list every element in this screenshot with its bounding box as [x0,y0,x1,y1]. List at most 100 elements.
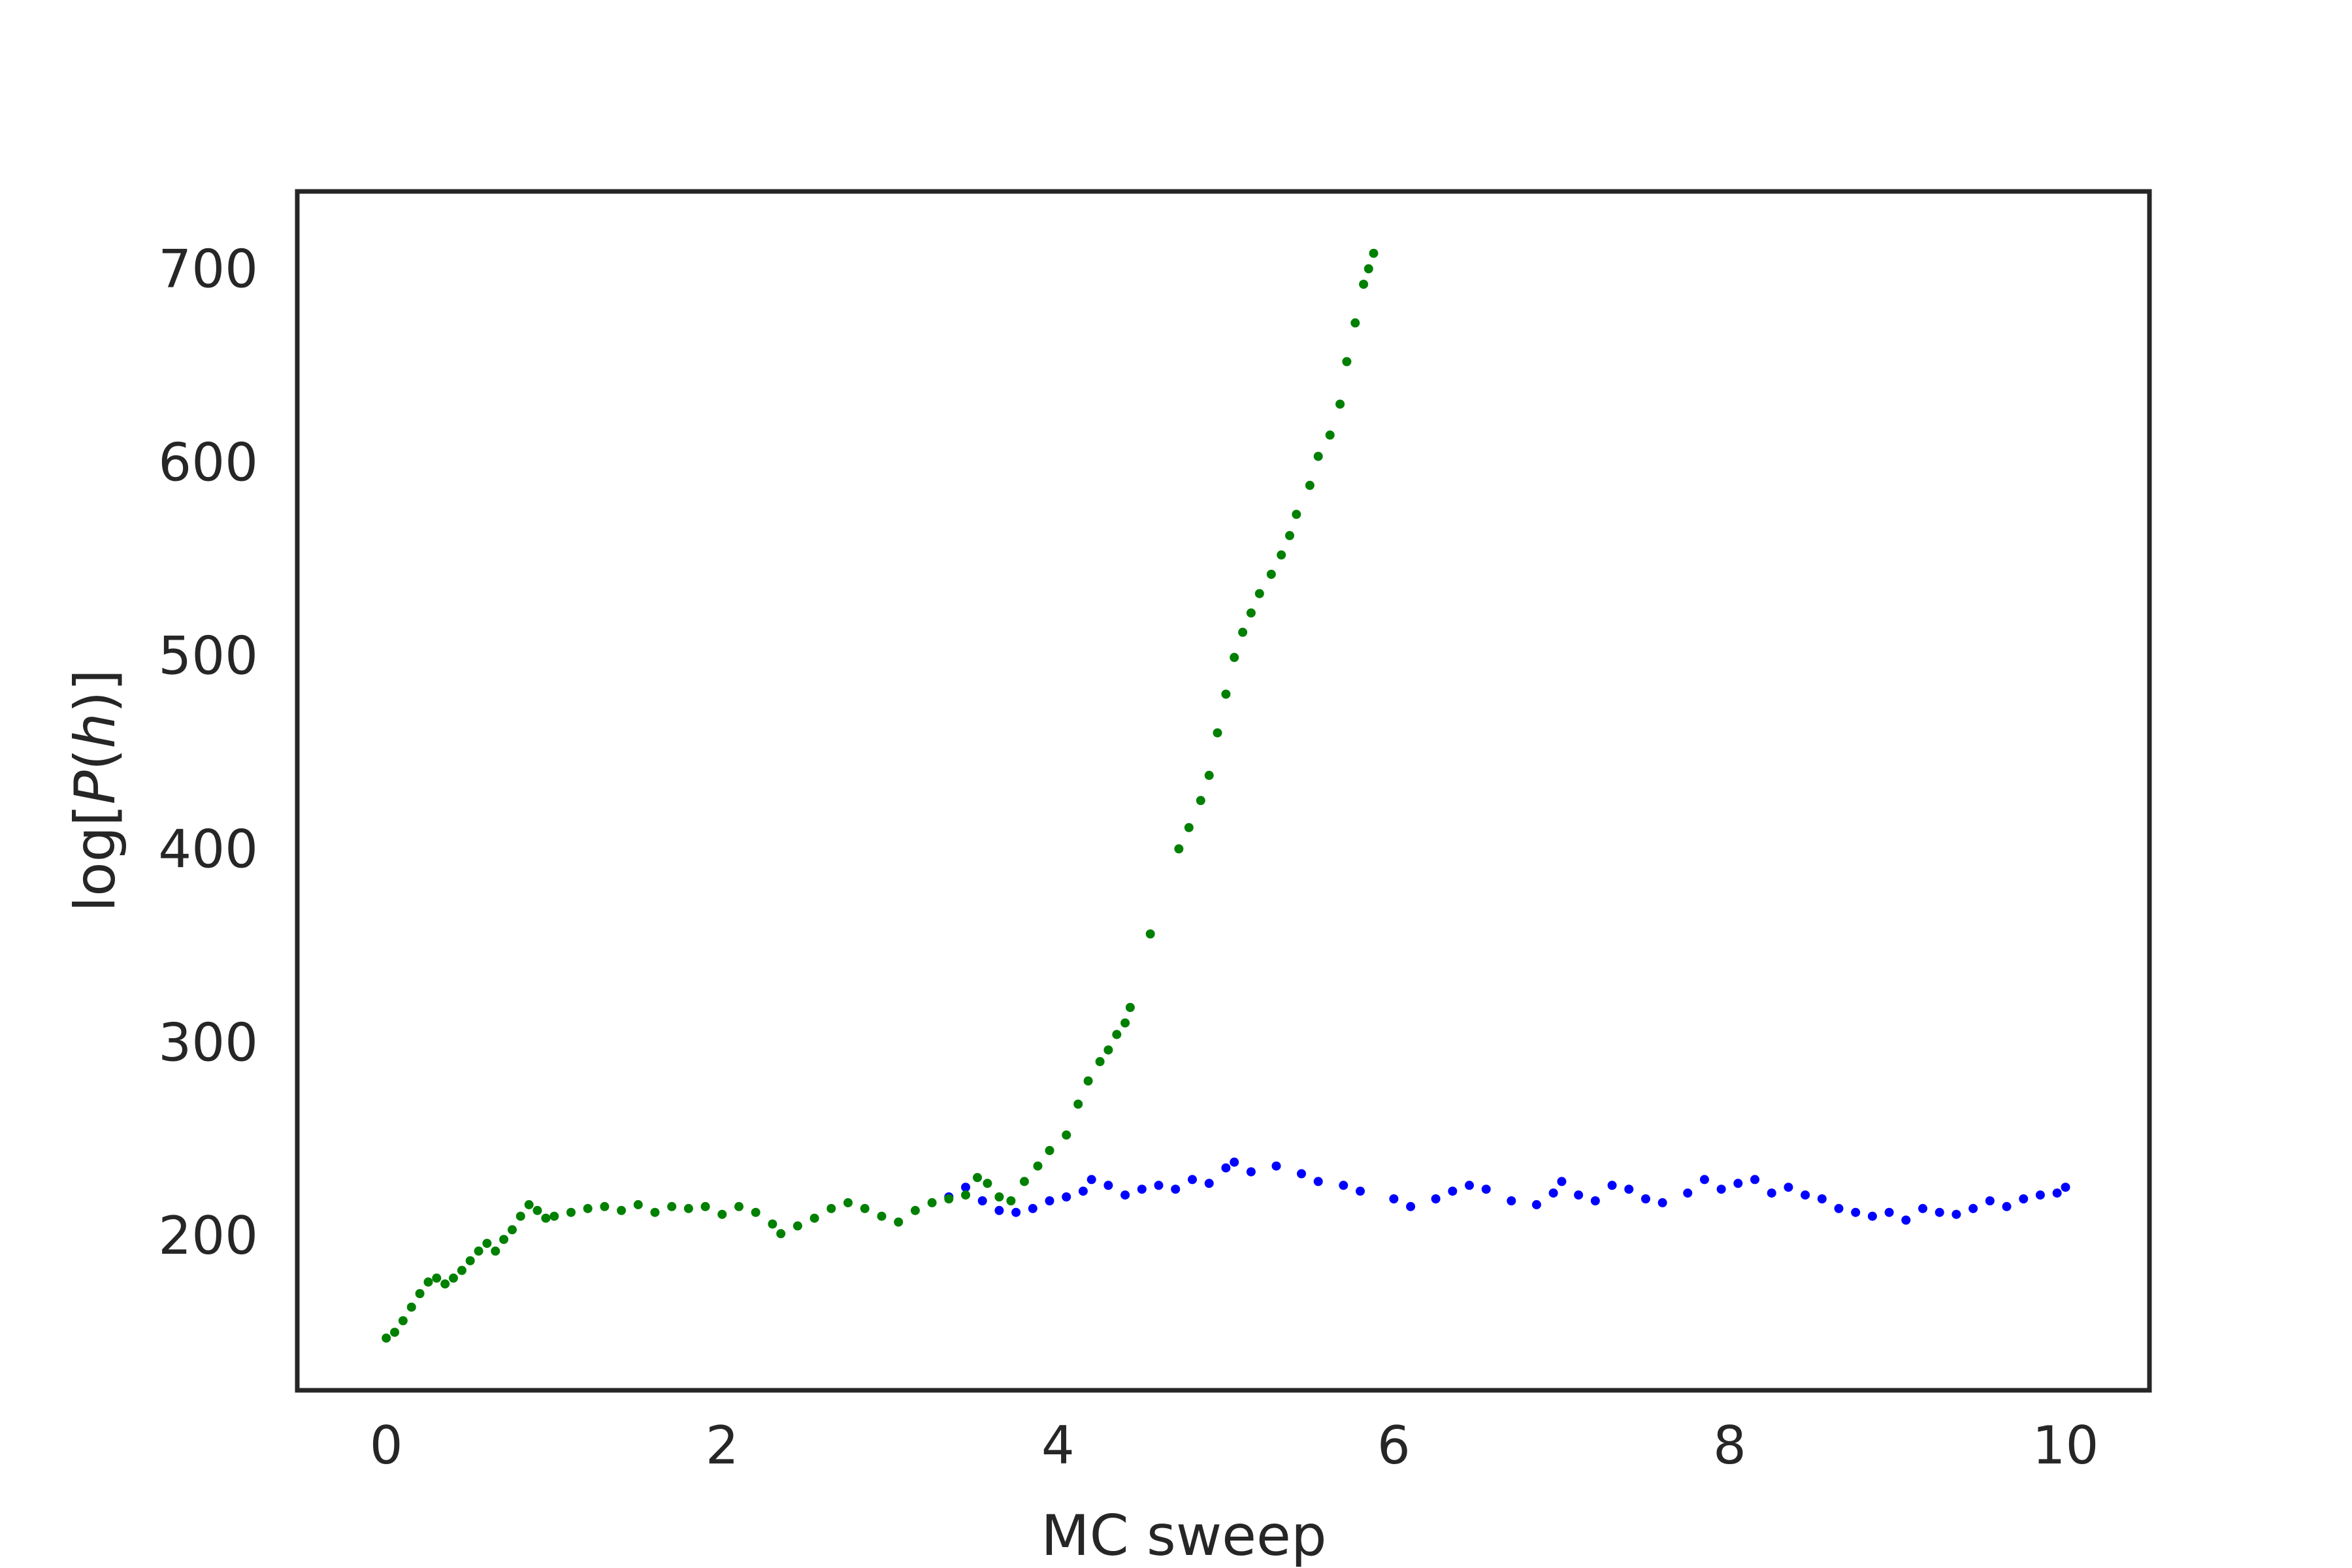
data-point [961,1183,970,1192]
data-point [1624,1184,1634,1194]
data-point [1607,1181,1617,1190]
data-point [977,1196,987,1205]
data-point [994,1205,1004,1215]
data-point [1062,1130,1071,1140]
data-point [1125,1003,1135,1012]
y-tick-label: 500 [158,625,258,686]
data-point [1277,550,1286,560]
data-point [1045,1146,1054,1155]
data-point [566,1207,576,1217]
data-point [1952,1209,1961,1219]
x-tick-label: 0 [370,1415,403,1476]
data-point [1045,1196,1054,1205]
data-point [1339,1181,1348,1190]
data-point [1112,1030,1122,1039]
data-point [826,1203,836,1213]
data-point [1213,728,1222,738]
data-point [491,1246,500,1256]
data-point [1699,1175,1709,1184]
data-point [1174,844,1184,854]
data-point [1356,1186,1365,1196]
data-point [1103,1045,1113,1055]
data-point [809,1213,819,1223]
data-point [583,1203,593,1213]
data-point [1184,823,1194,832]
data-point [1350,318,1360,328]
data-point [1073,1100,1083,1109]
data-point [1095,1056,1105,1066]
data-point [1078,1186,1088,1196]
x-tick-label: 8 [1713,1415,1746,1476]
data-point [1246,608,1256,618]
y-axis-ticks: 200 300 400 500 600 700 [158,238,258,1266]
series-1 [944,1157,2070,1225]
data-point [524,1200,534,1209]
data-point [910,1205,920,1215]
data-point [1103,1181,1113,1190]
x-tick-label: 6 [1377,1415,1411,1476]
data-point [944,1194,954,1203]
x-axis-ticks: 0 2 4 6 8 10 [370,1415,2099,1476]
y-tick-label: 400 [158,819,258,879]
data-point [1342,357,1352,367]
data-point [1465,1181,1474,1190]
data-point [1062,1192,1071,1201]
data-point [541,1213,551,1223]
data-point [2035,1190,2045,1200]
data-point [1120,1190,1130,1200]
data-point [406,1302,416,1312]
data-point [1285,531,1294,540]
data-point [1313,451,1323,461]
data-point [1120,1018,1130,1028]
y-tick-label: 600 [158,432,258,493]
data-point [549,1211,559,1221]
data-point [390,1328,400,1337]
data-point [1246,1167,1256,1177]
data-point [717,1209,727,1219]
y-axis-label: log[P(h)] [63,669,128,912]
data-point [1083,1076,1093,1086]
data-point [1188,1175,1197,1184]
data-point [1683,1188,1693,1198]
data-point [667,1201,677,1211]
data-point [465,1256,475,1266]
data-point [1238,627,1248,637]
data-point [1548,1188,1558,1198]
data-point [1230,653,1239,662]
data-point [700,1201,710,1211]
data-point [860,1203,870,1213]
data-point [1431,1194,1441,1203]
data-point [1145,929,1155,939]
y-tick-label: 200 [158,1205,258,1266]
data-point [1733,1179,1743,1188]
data-point [1985,1196,1995,1205]
data-point [927,1198,937,1207]
data-point [1221,689,1231,699]
data-point [1006,1196,1016,1205]
data-point [1230,1157,1239,1167]
data-point [474,1246,483,1256]
data-point [994,1192,1004,1201]
data-point [1011,1207,1021,1217]
data-point [894,1217,904,1227]
data-point [1033,1161,1043,1171]
data-point [1389,1194,1399,1203]
x-tick-label: 10 [2033,1415,2099,1476]
plot-area [382,248,2070,1343]
data-point [1448,1186,1458,1196]
data-point [2061,1183,2070,1192]
data-point [415,1289,425,1298]
data-point [1641,1194,1650,1203]
data-point [515,1211,525,1221]
data-point [1171,1184,1181,1194]
data-point [1325,430,1335,440]
data-point [1784,1183,1793,1192]
data-point [633,1200,643,1209]
data-point [1716,1184,1726,1194]
data-point [1507,1196,1516,1205]
data-point [1028,1203,1037,1213]
data-point [1196,796,1205,806]
data-point [1801,1190,1810,1200]
data-point [1867,1211,1877,1221]
